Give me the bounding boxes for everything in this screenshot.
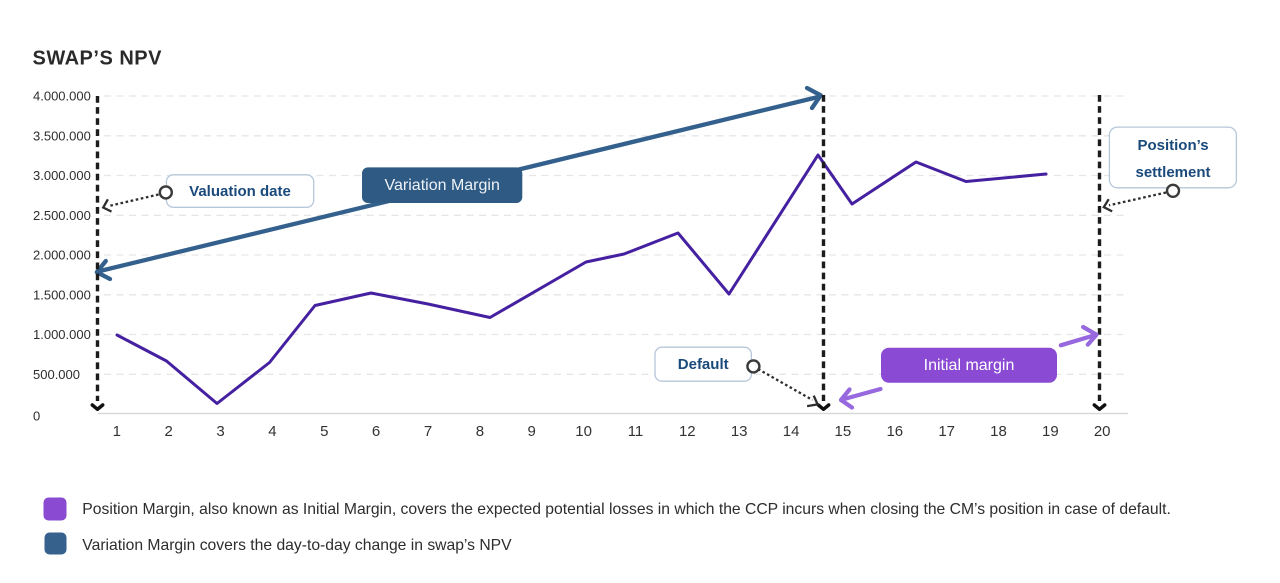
- svg-text:settlement: settlement: [1135, 164, 1210, 181]
- svg-text:4: 4: [268, 423, 276, 440]
- svg-text:4.000.000: 4.000.000: [33, 89, 91, 104]
- svg-text:14: 14: [783, 423, 800, 440]
- svg-text:18: 18: [990, 423, 1007, 440]
- svg-text:1.000.000: 1.000.000: [33, 327, 91, 342]
- svg-text:3.000.000: 3.000.000: [33, 168, 91, 183]
- svg-text:7: 7: [424, 423, 432, 440]
- svg-text:5: 5: [320, 423, 328, 440]
- svg-text:Position Margin, also known as: Position Margin, also known as Initial M…: [82, 501, 1171, 518]
- svg-text:1.500.000: 1.500.000: [33, 287, 91, 302]
- svg-text:Default: Default: [678, 356, 729, 373]
- svg-text:16: 16: [886, 423, 903, 440]
- svg-text:2.000.000: 2.000.000: [33, 248, 91, 263]
- svg-text:1: 1: [113, 423, 121, 440]
- svg-text:6: 6: [372, 423, 380, 440]
- svg-text:Variation Margin covers the da: Variation Margin covers the day-to-day c…: [82, 537, 512, 554]
- svg-text:SWAP’S NPV: SWAP’S NPV: [33, 48, 163, 70]
- svg-text:3: 3: [216, 423, 224, 440]
- svg-text:19: 19: [1042, 423, 1059, 440]
- svg-text:13: 13: [731, 423, 748, 440]
- svg-text:2.500.000: 2.500.000: [33, 208, 91, 223]
- svg-text:11: 11: [628, 423, 644, 440]
- svg-text:Position’s: Position’s: [1137, 137, 1208, 154]
- svg-text:0: 0: [33, 409, 40, 424]
- svg-text:500.000: 500.000: [33, 367, 80, 382]
- svg-text:2: 2: [165, 423, 173, 440]
- svg-text:Initial margin: Initial margin: [924, 357, 1015, 374]
- svg-text:15: 15: [835, 423, 852, 440]
- svg-text:20: 20: [1094, 423, 1111, 440]
- svg-text:Valuation date: Valuation date: [189, 183, 291, 200]
- svg-text:3.500.000: 3.500.000: [33, 128, 91, 143]
- svg-text:9: 9: [528, 423, 536, 440]
- svg-text:10: 10: [575, 423, 592, 440]
- svg-text:17: 17: [938, 423, 955, 440]
- svg-text:12: 12: [679, 423, 696, 440]
- svg-text:8: 8: [476, 423, 484, 440]
- svg-text:Variation Margin: Variation Margin: [385, 177, 500, 194]
